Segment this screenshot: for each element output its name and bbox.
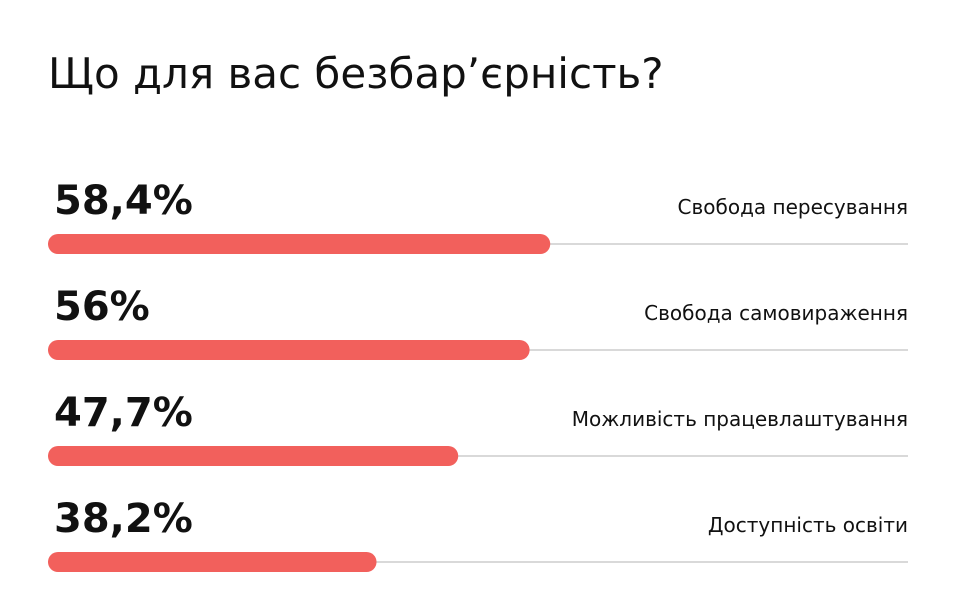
value-label: 47,7% xyxy=(54,390,193,436)
chart-title: Що для вас безбар’єрність? xyxy=(48,49,664,98)
bar xyxy=(48,234,551,254)
bar xyxy=(48,446,459,466)
value-label: 38,2% xyxy=(54,496,193,542)
value-label: 56% xyxy=(54,284,150,330)
bar xyxy=(48,340,530,360)
bar xyxy=(48,552,377,572)
category-label: Можливість працевлаштування xyxy=(572,407,908,431)
category-label: Свобода самовираження xyxy=(644,301,908,325)
value-label: 58,4% xyxy=(54,178,193,224)
category-label: Свобода пересування xyxy=(678,195,908,219)
category-label: Доступність освіти xyxy=(708,513,908,537)
